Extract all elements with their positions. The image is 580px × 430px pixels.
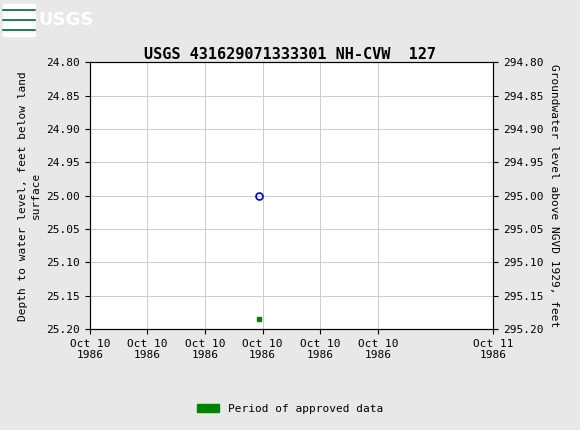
Bar	[3, 4, 35, 36]
Text: USGS: USGS	[39, 11, 94, 29]
Y-axis label: Depth to water level, feet below land
surface: Depth to water level, feet below land su…	[17, 71, 41, 320]
Text: USGS 431629071333301 NH-CVW  127: USGS 431629071333301 NH-CVW 127	[144, 47, 436, 62]
Legend: Period of approved data: Period of approved data	[193, 399, 387, 418]
Y-axis label: Groundwater level above NGVD 1929, feet: Groundwater level above NGVD 1929, feet	[549, 64, 559, 327]
